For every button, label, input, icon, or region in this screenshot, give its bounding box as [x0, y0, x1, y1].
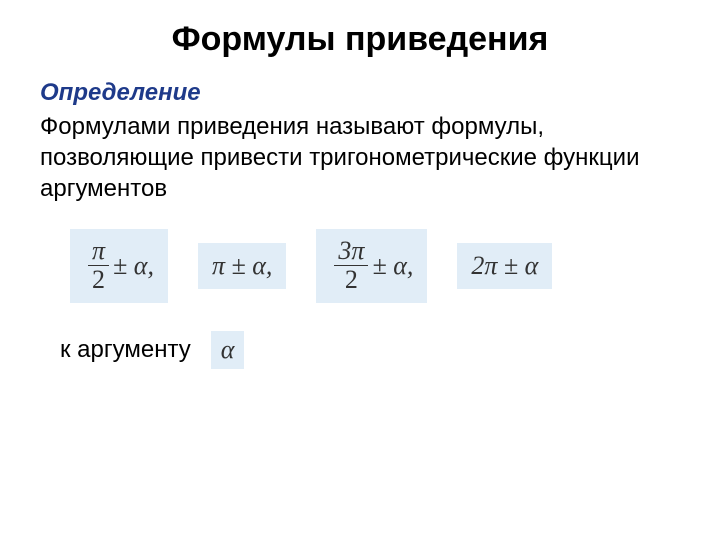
formula-pi-half: π 2 ± α,	[70, 229, 168, 303]
formula-2pi: 2π ± α	[457, 243, 552, 289]
alpha-symbol: α	[211, 331, 245, 369]
formula-numerator: π	[88, 237, 109, 267]
formula-numerator: 3π	[334, 237, 368, 267]
to-argument-row: к аргументу α	[60, 331, 680, 369]
formula-pi: π ± α,	[198, 243, 286, 289]
to-argument-label: к аргументу	[60, 336, 191, 364]
formula-3pi-half: 3π 2 ± α,	[316, 229, 427, 303]
definition-subtitle: Определение	[40, 79, 680, 107]
definition-body: Формулами приведения называют формулы, п…	[40, 111, 680, 205]
formula-tail: ± α,	[372, 251, 413, 281]
formulas-row: π 2 ± α, π ± α, 3π 2 ± α, 2π ± α	[70, 229, 680, 303]
page-title: Формулы приведения	[40, 20, 680, 59]
formula-denominator: 2	[341, 266, 362, 295]
formula-tail: ± α,	[113, 251, 154, 281]
formula-denominator: 2	[88, 266, 109, 295]
